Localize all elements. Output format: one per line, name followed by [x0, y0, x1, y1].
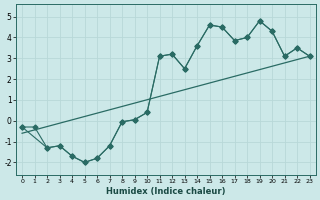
X-axis label: Humidex (Indice chaleur): Humidex (Indice chaleur) — [106, 187, 226, 196]
